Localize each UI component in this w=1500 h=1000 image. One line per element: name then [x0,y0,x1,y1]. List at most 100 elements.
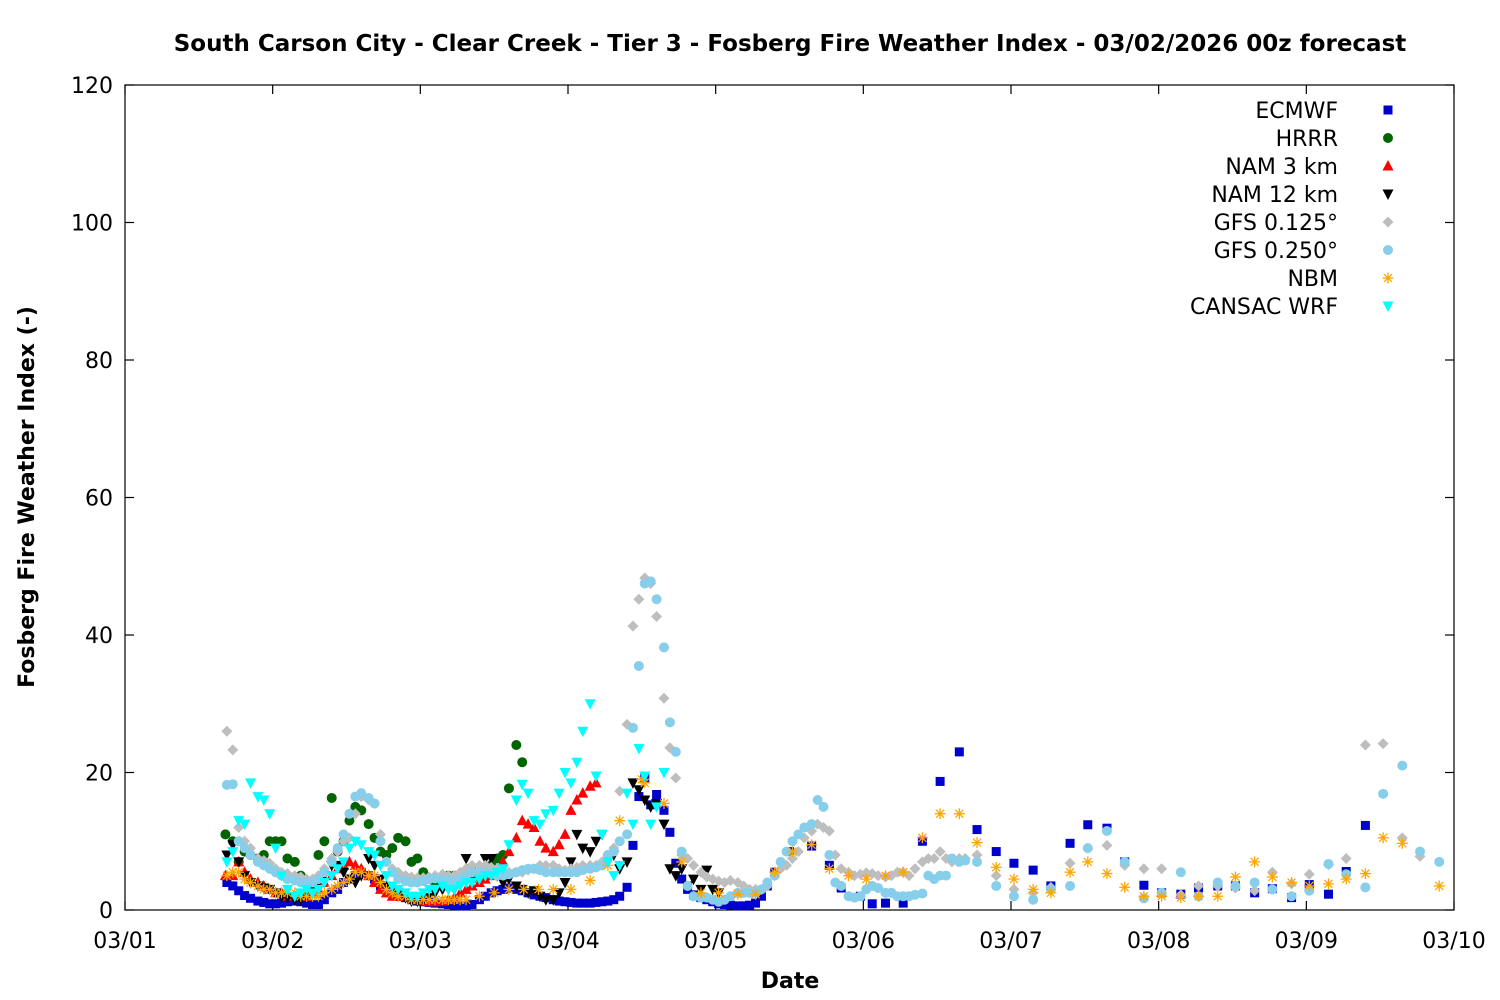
data-point-cansac-wrf [312,884,324,896]
data-point-nam-3-km [571,794,583,805]
data-point-ecmwf [615,891,625,901]
data-point-gfs-0-250 [633,660,644,671]
data-point-gfs-0-250 [991,880,1002,891]
data-point-nbm [1008,873,1020,885]
data-point-ecmwf [603,896,613,906]
data-point-gfs-0-125 [934,846,946,858]
x-axis-label: Date [761,969,820,994]
data-point-nam-12-km [627,778,639,789]
data-point-nbm [326,883,338,895]
data-point-cansac-wrf [392,884,404,896]
data-point-ecmwf [622,882,632,892]
data-point-gfs-0-125 [1156,863,1168,875]
data-point-nbm [332,880,344,892]
legend-label-hrrr: HRRR [1276,127,1338,152]
data-point-nam-12-km [701,865,713,877]
data-point-ecmwf [634,792,644,802]
data-point-nbm [1212,890,1224,902]
data-point-gfs-0-250 [622,829,633,840]
data-point-nam-12-km [633,785,645,796]
data-point-nbm [1175,892,1187,904]
data-point-ecmwf [591,897,601,907]
data-point-nbm [1082,856,1094,868]
data-point-gfs-0-125 [688,859,700,871]
data-point-cansac-wrf [400,888,412,899]
data-point-cansac-wrf [221,857,233,868]
x-tick-label: 03/01 [93,929,156,954]
data-point-ecmwf [308,900,318,909]
series-cansac-wrf [221,699,670,903]
data-point-nbm [971,837,983,849]
data-point-nam-3-km [510,831,522,843]
data-point-nam-12-km [221,850,233,861]
legend-label-gfs-0-250: GFS 0.250° [1214,239,1338,264]
data-point-cansac-wrf [651,802,663,813]
x-tick-label: 03/09 [1275,929,1338,954]
data-point-cansac-wrf [553,788,565,800]
data-point-gfs-0-125 [786,852,798,864]
data-point-nbm [843,870,855,882]
data-point-cansac-wrf [332,864,344,875]
data-point-ecmwf [572,898,582,908]
data-point-gfs-0-250 [756,884,767,895]
data-point-cansac-wrf [227,847,239,858]
data-point-gfs-0-250 [540,867,551,878]
data-point-gfs-0-250 [577,865,588,876]
legend-marker-ecmwf [1383,105,1393,115]
data-point-nbm [1322,878,1334,890]
data-point-ecmwf [1083,820,1093,830]
data-point-ecmwf [628,840,638,850]
data-point-ecmwf [1139,880,1149,890]
data-point-gfs-0-250 [806,819,817,830]
data-point-cansac-wrf [596,829,608,841]
data-point-gfs-0-250 [245,850,256,860]
data-point-cansac-wrf [516,779,528,791]
data-point-nbm [233,866,245,878]
data-point-nbm [380,883,392,895]
data-point-cansac-wrf [540,809,552,820]
data-point-ecmwf [455,901,465,911]
data-point-ecmwf [991,847,1001,857]
x-tick-label: 03/03 [389,929,452,954]
data-point-gfs-0-250 [793,829,804,840]
y-tick-label: 0 [99,899,113,924]
data-point-gfs-0-250 [338,829,349,840]
data-point-nbm [1193,890,1205,902]
data-point-gfs-0-250 [608,846,619,857]
data-point-cansac-wrf [239,819,251,831]
data-point-nbm [239,873,251,885]
y-tick-label: 60 [85,487,113,512]
data-point-gfs-0-125 [233,822,245,833]
data-point-nam-12-km [664,864,676,875]
data-point-cansac-wrf [571,757,583,769]
data-point-nam-12-km [547,895,559,906]
data-point-nbm [1119,881,1131,893]
data-point-cansac-wrf [417,888,429,899]
data-point-nam-3-km [460,883,472,894]
data-point-gfs-0-250 [1286,891,1297,902]
data-point-cansac-wrf [627,819,639,831]
data-point-nbm [769,866,781,878]
data-point-cansac-wrf [608,871,620,882]
data-point-nam-12-km [658,819,670,831]
data-point-gfs-0-125 [903,870,915,882]
data-point-gfs-0-125 [909,863,921,875]
data-point-hrrr [517,757,528,768]
data-point-nbm [221,870,233,882]
data-point-nam-3-km [349,859,361,870]
data-point-nam-12-km [534,891,546,903]
data-point-gfs-0-250 [356,788,367,799]
data-point-gfs-0-250 [972,856,983,867]
data-point-nam-12-km [553,888,565,899]
data-point-ecmwf [498,884,508,894]
data-point-nbm [264,883,276,895]
data-point-cansac-wrf [577,726,589,738]
data-point-cansac-wrf [233,816,245,827]
data-point-hrrr [511,740,522,750]
data-point-gfs-0-250 [1378,788,1389,799]
legend-marker-gfs-0-125 [1382,216,1394,228]
data-point-cansac-wrf [503,840,515,851]
data-point-ecmwf [560,897,570,907]
data-point-nbm [338,877,350,888]
legend-marker-cansac-wrf [1382,301,1394,312]
